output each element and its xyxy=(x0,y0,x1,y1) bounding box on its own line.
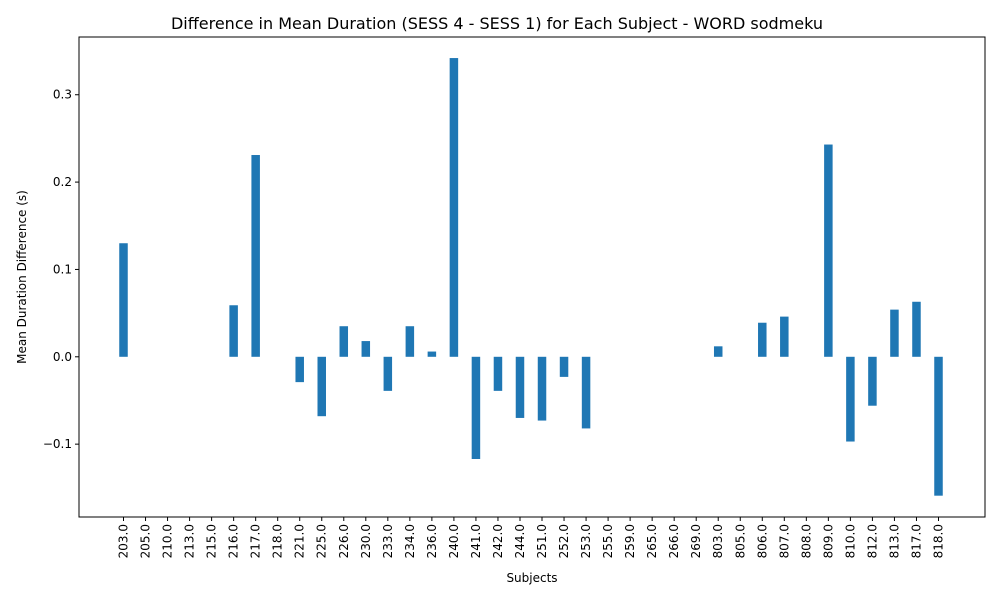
x-tick-label: 218.0 xyxy=(271,524,285,558)
y-axis: −0.1 0.0 0.1 0.2 0.3 xyxy=(43,88,79,451)
bar-803.0 xyxy=(713,346,723,357)
x-tick-label: 813.0 xyxy=(887,524,901,558)
bar-217.0 xyxy=(251,155,260,357)
x-tick-label: 817.0 xyxy=(909,524,923,558)
bar-241.0 xyxy=(471,356,481,459)
bar-806.0 xyxy=(758,322,767,357)
x-axis-label: Subjects xyxy=(506,571,557,585)
bar-216.0 xyxy=(229,305,238,357)
bar-810.0 xyxy=(846,356,855,442)
bar-253.0 xyxy=(581,356,591,429)
bar-203.0 xyxy=(119,243,128,357)
x-tick-label: 241.0 xyxy=(469,524,483,558)
y-tick-label: 0.0 xyxy=(53,350,72,364)
bars-group xyxy=(119,58,943,496)
axes-frame xyxy=(78,36,986,518)
x-tick-label: 253.0 xyxy=(579,524,593,558)
x-tick-label: 266.0 xyxy=(667,524,681,558)
y-tick-label: −0.1 xyxy=(43,437,72,451)
x-tick-label: 265.0 xyxy=(645,524,659,558)
x-tick-label: 808.0 xyxy=(799,524,813,558)
x-tick-label: 242.0 xyxy=(491,524,505,558)
x-tick-label: 205.0 xyxy=(139,524,153,558)
bar-233.0 xyxy=(383,356,393,391)
bar-230.0 xyxy=(361,341,371,357)
x-tick-label: 216.0 xyxy=(227,524,241,558)
bar-251.0 xyxy=(537,356,547,421)
x-tick-label: 807.0 xyxy=(777,524,791,558)
bar-813.0 xyxy=(890,309,899,357)
bar-818.0 xyxy=(934,356,943,496)
x-tick-label: 203.0 xyxy=(117,524,131,558)
x-tick-label: 252.0 xyxy=(557,524,571,558)
x-tick-label: 240.0 xyxy=(447,524,461,558)
x-tick-label: 810.0 xyxy=(843,524,857,558)
x-tick-label: 233.0 xyxy=(381,524,395,558)
bar-242.0 xyxy=(493,356,503,391)
x-tick-label: 818.0 xyxy=(932,524,946,558)
x-axis: 203.0 205.0 210.0 213.0 215.0 216.0 217.0 218.0… xyxy=(117,517,946,558)
bar-244.0 xyxy=(515,356,525,418)
bar-252.0 xyxy=(559,356,569,377)
x-tick-label: 255.0 xyxy=(601,524,615,558)
chart-title: Difference in Mean Duration (SESS 4 - SE… xyxy=(171,14,823,33)
x-tick-label: 225.0 xyxy=(315,524,329,558)
bar-817.0 xyxy=(912,301,921,357)
y-tick-label: 0.1 xyxy=(53,262,72,276)
y-tick-label: 0.3 xyxy=(53,88,72,102)
x-tick-label: 236.0 xyxy=(425,524,439,558)
x-tick-label: 217.0 xyxy=(249,524,263,558)
x-tick-label: 806.0 xyxy=(755,524,769,558)
x-tick-label: 234.0 xyxy=(403,524,417,558)
bar-234.0 xyxy=(405,326,415,357)
bar-226.0 xyxy=(339,326,349,357)
bar-807.0 xyxy=(780,316,789,357)
bar-812.0 xyxy=(868,356,877,406)
y-tick-label: 0.2 xyxy=(53,175,72,189)
x-tick-label: 805.0 xyxy=(733,524,747,558)
x-tick-label: 226.0 xyxy=(337,524,351,558)
bar-225.0 xyxy=(317,356,326,417)
x-tick-label: 269.0 xyxy=(689,524,703,558)
x-tick-label: 812.0 xyxy=(865,524,879,558)
y-axis-label: Mean Duration Difference (s) xyxy=(15,190,29,364)
x-tick-label: 803.0 xyxy=(711,524,725,558)
x-tick-label: 215.0 xyxy=(205,524,219,558)
bar-221.0 xyxy=(295,356,304,383)
x-tick-label: 244.0 xyxy=(513,524,527,558)
x-tick-label: 251.0 xyxy=(535,524,549,558)
x-tick-label: 213.0 xyxy=(183,524,197,558)
bar-809.0 xyxy=(824,144,833,357)
bar-240.0 xyxy=(449,58,459,357)
x-tick-label: 809.0 xyxy=(821,524,835,558)
x-tick-label: 221.0 xyxy=(293,524,307,558)
x-tick-label: 259.0 xyxy=(623,524,637,558)
x-tick-label: 210.0 xyxy=(161,524,175,558)
x-tick-label: 230.0 xyxy=(359,524,373,558)
bar-236.0 xyxy=(427,351,437,357)
